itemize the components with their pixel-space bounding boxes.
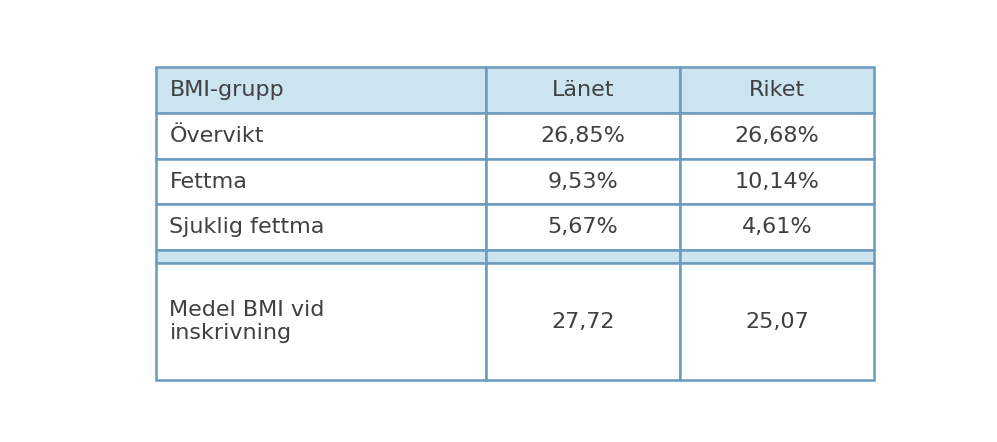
Text: 4,61%: 4,61% <box>742 217 813 237</box>
Bar <box>680 263 874 380</box>
Bar <box>680 67 874 113</box>
Bar <box>487 159 680 205</box>
Text: Riket: Riket <box>749 80 806 99</box>
Bar <box>156 113 487 159</box>
Bar <box>487 113 680 159</box>
Bar <box>487 263 680 380</box>
Text: 10,14%: 10,14% <box>735 171 820 191</box>
Bar <box>680 205 874 251</box>
Text: 26,85%: 26,85% <box>540 126 625 145</box>
Bar <box>156 205 487 251</box>
Text: Fettma: Fettma <box>169 171 247 191</box>
Bar <box>156 251 487 263</box>
Bar <box>156 67 487 113</box>
Bar <box>487 205 680 251</box>
Text: Medel BMI vid
inskrivning: Medel BMI vid inskrivning <box>169 300 325 343</box>
Bar <box>156 159 487 205</box>
Text: 9,53%: 9,53% <box>547 171 618 191</box>
Text: 25,07: 25,07 <box>745 312 809 332</box>
Text: 27,72: 27,72 <box>551 312 615 332</box>
Bar <box>156 263 487 380</box>
Text: 26,68%: 26,68% <box>735 126 820 145</box>
Text: BMI-grupp: BMI-grupp <box>169 80 284 99</box>
Bar <box>680 251 874 263</box>
Bar <box>680 113 874 159</box>
Text: Sjuklig fettma: Sjuklig fettma <box>169 217 325 237</box>
Bar <box>487 251 680 263</box>
Text: Övervikt: Övervikt <box>169 126 264 145</box>
Text: 5,67%: 5,67% <box>547 217 618 237</box>
Bar <box>680 159 874 205</box>
Text: Länet: Länet <box>552 80 614 99</box>
Bar <box>487 67 680 113</box>
